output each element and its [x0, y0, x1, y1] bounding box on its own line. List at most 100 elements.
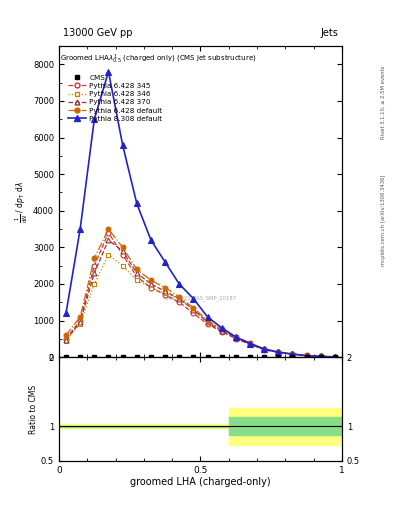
Pythia 6.428 370 [92, 270, 97, 276]
Pythia 6.428 346 [219, 327, 224, 333]
Pythia 8.308 default [149, 237, 153, 243]
CMS [248, 354, 252, 360]
Pythia 6.428 default [233, 333, 238, 339]
Pythia 6.428 346 [163, 290, 167, 296]
Pythia 6.428 346 [64, 337, 68, 344]
CMS [134, 354, 139, 360]
Pythia 6.428 default [163, 285, 167, 291]
Pythia 8.308 default [276, 349, 281, 355]
Line: Pythia 6.428 346: Pythia 6.428 346 [64, 252, 337, 359]
Pythia 6.428 370 [78, 319, 83, 326]
Line: Pythia 8.308 default: Pythia 8.308 default [63, 69, 338, 359]
Pythia 6.428 345 [248, 341, 252, 347]
Pythia 6.428 346 [120, 263, 125, 269]
Pythia 6.428 default [205, 317, 210, 324]
Pythia 8.308 default [120, 142, 125, 148]
Pythia 8.308 default [304, 352, 309, 358]
Y-axis label: $\frac{1}{\mathregular{d}N}$ / $\mathregular{d}p_\mathregular{T}$ $\mathregular{: $\frac{1}{\mathregular{d}N}$ / $\mathreg… [14, 181, 30, 223]
Line: Pythia 6.428 default: Pythia 6.428 default [64, 227, 337, 359]
Pythia 6.428 346 [92, 281, 97, 287]
Text: CMS_2021_PAS_SMP_20187: CMS_2021_PAS_SMP_20187 [164, 295, 237, 301]
CMS [318, 354, 323, 360]
Pythia 6.428 345 [290, 351, 295, 357]
Pythia 6.428 370 [262, 346, 266, 352]
Pythia 6.428 370 [332, 354, 337, 360]
Pythia 6.428 346 [248, 340, 252, 346]
Pythia 6.428 346 [177, 295, 182, 302]
Pythia 6.428 370 [149, 281, 153, 287]
Pythia 6.428 370 [205, 319, 210, 326]
Pythia 6.428 345 [134, 273, 139, 280]
Pythia 6.428 370 [248, 341, 252, 347]
Pythia 6.428 default [78, 314, 83, 320]
Pythia 6.428 346 [276, 349, 281, 355]
Pythia 6.428 345 [205, 321, 210, 327]
Pythia 6.428 default [64, 332, 68, 338]
Pythia 6.428 default [106, 226, 111, 232]
CMS [92, 354, 97, 360]
Pythia 8.308 default [248, 340, 252, 347]
Pythia 6.428 370 [120, 248, 125, 254]
Pythia 6.428 346 [290, 351, 295, 357]
CMS [205, 354, 210, 360]
Pythia 6.428 345 [177, 299, 182, 305]
Pythia 6.428 346 [106, 251, 111, 258]
Pythia 6.428 370 [106, 237, 111, 243]
X-axis label: groomed LHA (charged-only): groomed LHA (charged-only) [130, 477, 271, 487]
Pythia 8.308 default [290, 351, 295, 357]
Pythia 6.428 345 [219, 328, 224, 334]
CMS [276, 354, 281, 360]
Pythia 8.308 default [78, 226, 83, 232]
Pythia 6.428 default [332, 354, 337, 360]
Pythia 6.428 345 [92, 263, 97, 269]
Pythia 6.428 346 [149, 285, 153, 291]
Pythia 6.428 370 [304, 352, 309, 358]
CMS [233, 354, 238, 360]
Pythia 8.308 default [318, 353, 323, 359]
Pythia 6.428 345 [64, 336, 68, 342]
Pythia 6.428 default [219, 326, 224, 332]
Pythia 8.308 default [134, 200, 139, 206]
Pythia 6.428 default [177, 294, 182, 300]
Pythia 8.308 default [64, 310, 68, 316]
Line: CMS: CMS [64, 355, 337, 359]
Pythia 8.308 default [219, 325, 224, 331]
Pythia 6.428 346 [78, 321, 83, 327]
Text: Groomed LHA$\lambda^{1}_{0.5}$ (charged only) (CMS jet substructure): Groomed LHA$\lambda^{1}_{0.5}$ (charged … [60, 52, 256, 66]
CMS [120, 354, 125, 360]
CMS [191, 354, 196, 360]
Pythia 6.428 370 [290, 351, 295, 357]
Pythia 6.428 345 [149, 285, 153, 291]
Y-axis label: Ratio to CMS: Ratio to CMS [29, 385, 38, 434]
Pythia 6.428 346 [262, 346, 266, 352]
Pythia 6.428 346 [205, 317, 210, 324]
Pythia 8.308 default [163, 259, 167, 265]
Pythia 6.428 370 [219, 328, 224, 334]
Pythia 8.308 default [106, 69, 111, 75]
Pythia 6.428 default [276, 349, 281, 355]
Pythia 6.428 default [191, 305, 196, 311]
Pythia 6.428 default [92, 255, 97, 262]
CMS [262, 354, 266, 360]
Pythia 6.428 345 [332, 354, 337, 360]
Pythia 6.428 345 [163, 292, 167, 298]
Pythia 6.428 370 [163, 288, 167, 294]
Pythia 6.428 345 [276, 349, 281, 355]
Pythia 6.428 370 [191, 307, 196, 313]
Pythia 6.428 370 [134, 270, 139, 276]
Pythia 6.428 370 [233, 335, 238, 341]
Pythia 8.308 default [191, 295, 196, 302]
Pythia 8.308 default [332, 354, 337, 360]
CMS [332, 354, 337, 360]
CMS [163, 354, 167, 360]
Pythia 6.428 346 [134, 277, 139, 283]
Line: Pythia 6.428 345: Pythia 6.428 345 [64, 230, 337, 359]
Line: Pythia 6.428 370: Pythia 6.428 370 [64, 238, 337, 359]
Pythia 6.428 345 [120, 251, 125, 258]
CMS [78, 354, 83, 360]
CMS [304, 354, 309, 360]
Pythia 6.428 346 [304, 352, 309, 358]
Pythia 6.428 default [290, 351, 295, 357]
Pythia 6.428 default [248, 340, 252, 346]
Text: Rivet 3.1.10, ≥ 2.5M events: Rivet 3.1.10, ≥ 2.5M events [381, 66, 386, 139]
